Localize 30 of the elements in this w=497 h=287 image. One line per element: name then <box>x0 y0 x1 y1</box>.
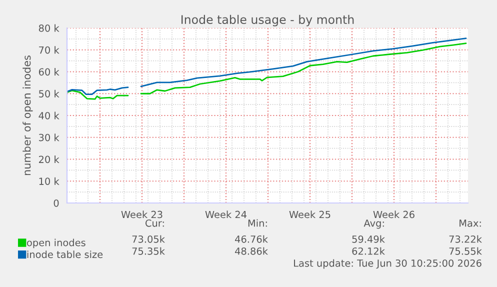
text: Max: <box>460 220 481 227</box>
legend-label: open inodes <box>27 238 86 248</box>
x-tick-label: Week 23 <box>121 210 162 218</box>
y-tick-label: 20 k <box>38 156 60 164</box>
text: 62.12k <box>352 247 385 255</box>
text: Cur: <box>145 219 164 227</box>
text: 48.86k <box>235 247 268 255</box>
y-tick-label: 80 k <box>38 24 60 32</box>
text: 73.22k <box>449 235 482 243</box>
chart-title: Inode table usage - by month <box>182 14 354 26</box>
y-tick-label: 0 <box>54 199 59 207</box>
legend-label: inode table size <box>27 250 103 258</box>
text: Avg: <box>364 220 384 229</box>
text: Last update: Tue Jun 30 10:25:00 2026 <box>294 259 482 269</box>
text: 75.55k <box>449 247 482 255</box>
text: 46.76k <box>235 235 268 243</box>
y-tick-label: 10 k <box>39 177 60 185</box>
text: 73.05k <box>132 235 165 243</box>
x-tick-label: Week 25 <box>289 210 330 218</box>
x-tick-label: Week 26 <box>373 210 414 218</box>
y-axis-title: number of open inodes <box>22 56 33 176</box>
y-tick-label: 70 k <box>39 46 60 54</box>
text: Min: <box>248 219 267 227</box>
y-tick-label: 30 k <box>39 134 60 142</box>
y-tick-label: 40 k <box>38 112 60 120</box>
x-tick-label: Week 24 <box>205 210 247 218</box>
y-tick-label: 60 k <box>38 68 60 76</box>
text: 75.35k <box>132 247 165 255</box>
y-tick-label: 50 k <box>39 90 60 98</box>
text: 59.49k <box>352 235 385 243</box>
